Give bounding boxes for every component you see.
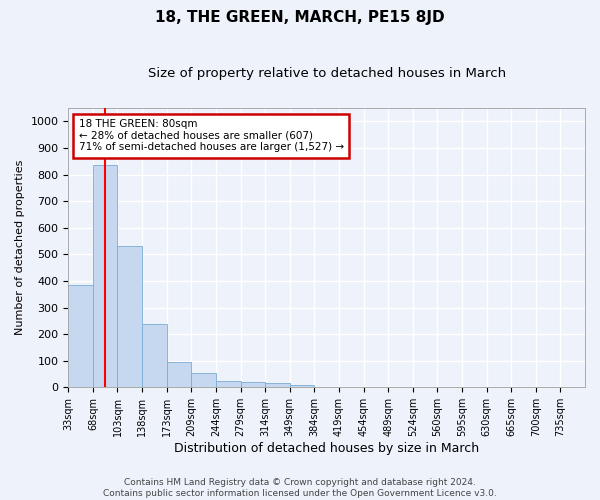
Bar [167,362,191,388]
Bar [191,373,216,388]
Y-axis label: Number of detached properties: Number of detached properties [15,160,25,336]
Bar [118,246,142,388]
Bar [265,384,290,388]
Text: 18, THE GREEN, MARCH, PE15 8JD: 18, THE GREEN, MARCH, PE15 8JD [155,10,445,25]
Bar [241,382,265,388]
Text: Contains HM Land Registry data © Crown copyright and database right 2024.
Contai: Contains HM Land Registry data © Crown c… [103,478,497,498]
Bar [68,285,93,388]
Bar [216,382,241,388]
Bar [142,324,167,388]
Bar [290,384,314,388]
Bar [93,165,118,388]
Title: Size of property relative to detached houses in March: Size of property relative to detached ho… [148,68,506,80]
Text: 18 THE GREEN: 80sqm
← 28% of detached houses are smaller (607)
71% of semi-detac: 18 THE GREEN: 80sqm ← 28% of detached ho… [79,119,344,152]
X-axis label: Distribution of detached houses by size in March: Distribution of detached houses by size … [174,442,479,455]
